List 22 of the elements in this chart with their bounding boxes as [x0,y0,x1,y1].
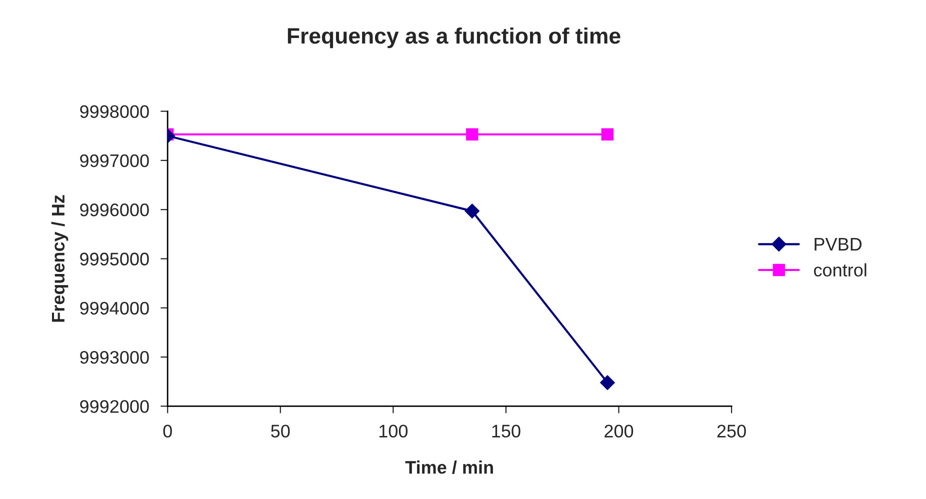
y-tick-label: 9998000 [80,105,149,118]
x-tick-label: 150 [492,424,520,438]
y-tick-label: 9993000 [80,350,149,364]
x-tick-label: 250 [717,424,746,438]
chart-title: Frequency as a function of time [288,27,620,48]
y-tick-label: 9994000 [80,302,149,315]
y-tick-label: 9992000 [80,400,149,413]
x-tick-label: 100 [379,424,408,438]
y-axis-title: Frequency / Hz [51,195,68,322]
x-axis-title: Time / min [405,460,493,474]
y-tick-label: 9997000 [80,154,149,168]
y-tick-label: 9996000 [80,204,149,216]
y-tick-label: 9995000 [80,252,149,266]
x-tick-label: 0 [163,424,172,438]
x-tick-label: 200 [604,424,634,438]
point [464,204,480,218]
point [601,128,614,140]
x-tick-label: 50 [271,424,290,438]
legend-label: PVBD [814,238,862,250]
point [600,375,615,390]
legend-label: control [814,263,866,277]
point [466,128,478,140]
